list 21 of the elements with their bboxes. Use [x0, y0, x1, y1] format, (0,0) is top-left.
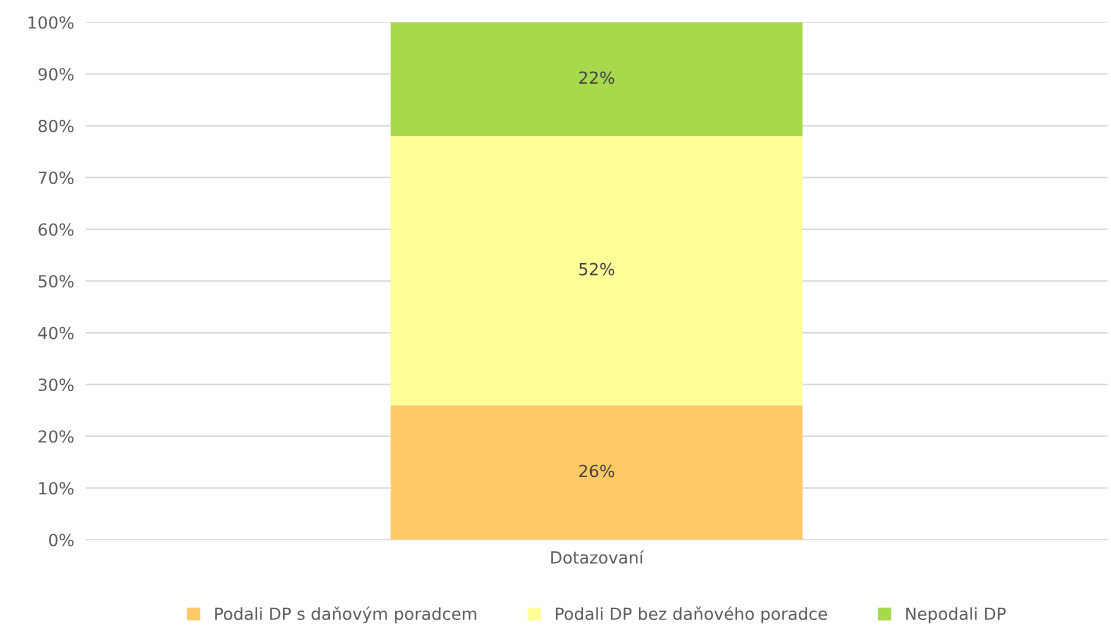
data-label: 22% — [579, 71, 615, 84]
bar — [390, 22, 803, 137]
bar — [390, 136, 803, 406]
data-label: 26% — [579, 464, 615, 478]
y-tick-label: 0% — [49, 533, 74, 547]
y-tick-label: 90% — [38, 67, 74, 81]
legend-label: Podali DP s daňovým poradcem — [215, 606, 477, 624]
y-tick-label: 20% — [38, 430, 74, 443]
y-tick-label: 60% — [38, 223, 74, 236]
bar — [390, 405, 803, 540]
data-label: 52% — [579, 262, 615, 276]
legend-label: Nepodali DP — [906, 607, 1006, 624]
y-tick-label: 30% — [38, 378, 74, 392]
y-tick-label: 70% — [38, 171, 74, 185]
legend-label: Podali DP bez daňového poradce — [555, 606, 828, 624]
y-tick-label: 40% — [38, 326, 74, 340]
x-tick-label: Dotazovaní — [551, 550, 645, 564]
y-tick-label: 100% — [28, 16, 74, 29]
y-tick-label: 10% — [39, 481, 74, 495]
y-tick-label: 50% — [38, 274, 74, 288]
y-tick-label: 80% — [38, 119, 74, 133]
